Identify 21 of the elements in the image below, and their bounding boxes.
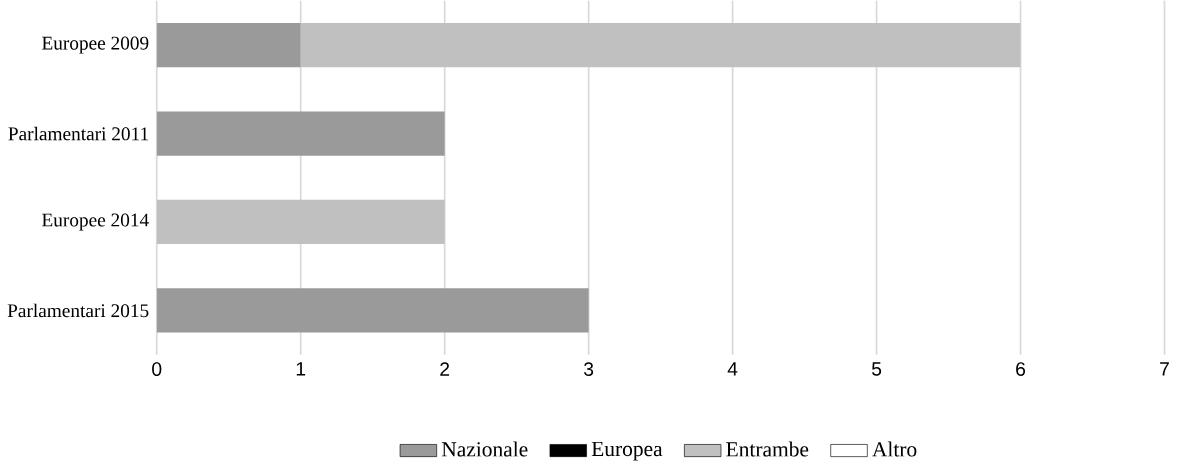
- bar: [156, 111, 445, 156]
- y-tick-label: Europee 2014: [42, 213, 149, 231]
- y-tick-label: Parlamentari 2015: [7, 303, 149, 318]
- x-tick-label: 6: [1016, 362, 1026, 376]
- x-tick-label: 7: [1160, 362, 1169, 376]
- legend-label: Entrambe: [726, 441, 809, 457]
- bar: [300, 22, 1021, 68]
- legend-label: Europea: [591, 441, 663, 461]
- x-tick-label: 4: [727, 362, 738, 376]
- y-tick-label: Europee 2009: [42, 36, 149, 54]
- bar: [156, 22, 301, 68]
- x-tick-label: 3: [584, 362, 594, 376]
- legend-label: Nazionale: [441, 441, 528, 457]
- x-tick-label: 2: [440, 362, 450, 376]
- x-tick-label: 1: [296, 362, 306, 376]
- x-tick-label: 5: [871, 362, 882, 376]
- legend-label: Altro: [872, 441, 917, 457]
- x-tick-label: 0: [152, 362, 162, 376]
- bar: [156, 288, 589, 333]
- y-tick-label: Parlamentari 2011: [8, 126, 149, 141]
- bar: [156, 199, 445, 245]
